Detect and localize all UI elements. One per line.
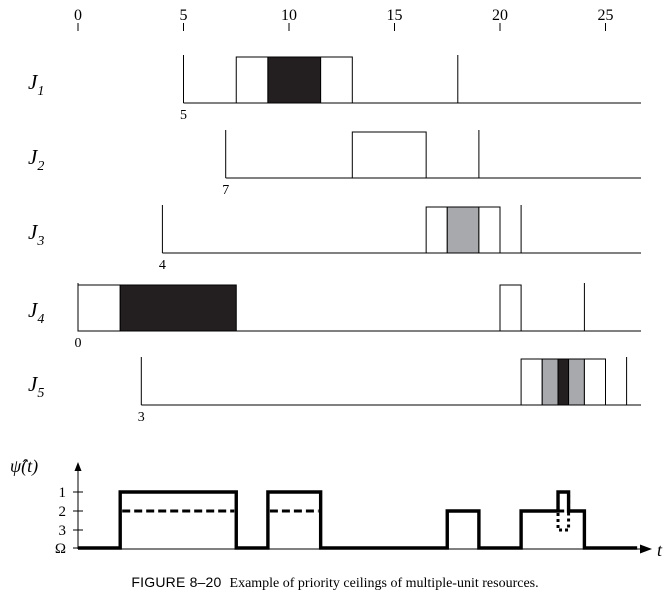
job-row-2: J2 7 <box>28 130 641 198</box>
execution-segment-white <box>77 284 121 332</box>
execution-segment-white <box>425 206 448 254</box>
y-axis-label: ψ̂(t) <box>10 456 38 477</box>
execution-segment-gray <box>568 358 585 406</box>
job-row-5: J5 3 <box>28 357 641 425</box>
job-label: J3 <box>28 220 44 249</box>
job-row-4: J4 0 <box>28 283 641 351</box>
job-label-subscript: 3 <box>36 234 44 249</box>
job-label-subscript: 5 <box>37 386 44 401</box>
job-label: J2 <box>28 145 44 174</box>
level-label: Ω <box>55 541 66 557</box>
time-axis: 0 5 10 15 20 25 <box>74 7 614 31</box>
execution-segment-dark <box>119 284 237 332</box>
figure-caption: FIGURE 8–20 Example of priority ceilings … <box>0 574 670 592</box>
execution-segment-white <box>320 56 353 104</box>
time-tick-label: 5 <box>180 7 188 24</box>
job-label-subscript: 1 <box>37 84 44 99</box>
job-row-1: J1 5 <box>28 55 641 123</box>
ceiling-plot: t ψ̂(t) 1 2 3 Ω <box>10 456 663 560</box>
ceiling-solid-line <box>78 490 638 550</box>
execution-segment-gray <box>541 358 559 406</box>
execution-segment-white <box>351 131 427 179</box>
execution-segment-gray <box>446 206 480 254</box>
job-label-subscript: 2 <box>37 159 44 174</box>
release-time-label: 4 <box>159 258 166 273</box>
level-label: 1 <box>59 485 67 501</box>
execution-segment-white <box>520 358 543 406</box>
time-tick-label: 25 <box>598 7 614 24</box>
figure-caption-text: Example of priority ceilings of multiple… <box>229 576 539 591</box>
job-row-3: J3 4 <box>28 205 641 273</box>
execution-segment-white <box>478 206 501 254</box>
release-time-label: 7 <box>222 183 229 198</box>
release-time-label: 0 <box>75 336 82 351</box>
execution-segment-dark <box>267 56 322 104</box>
execution-segment-white <box>583 358 607 406</box>
x-axis-arrowhead <box>640 544 652 554</box>
level-label: 3 <box>59 523 67 539</box>
execution-segment-dark <box>557 358 570 406</box>
job-label-subscript: 4 <box>37 312 44 327</box>
y-axis-arrowhead <box>74 462 82 471</box>
job-label: J5 <box>28 372 44 401</box>
figure-number: FIGURE 8–20 <box>131 574 222 590</box>
execution-segment-white <box>499 284 522 332</box>
time-tick-label: 15 <box>387 7 403 24</box>
release-time-label: 3 <box>138 410 145 425</box>
release-time-label: 5 <box>180 108 187 123</box>
level-label: 2 <box>59 504 67 520</box>
time-tick-label: 10 <box>281 7 297 24</box>
job-label: J1 <box>28 70 44 99</box>
execution-segment-white <box>235 56 269 104</box>
x-axis-label: t <box>657 540 663 560</box>
job-label: J4 <box>28 298 44 327</box>
time-tick-label: 20 <box>492 7 508 24</box>
time-tick-label: 0 <box>74 7 82 24</box>
